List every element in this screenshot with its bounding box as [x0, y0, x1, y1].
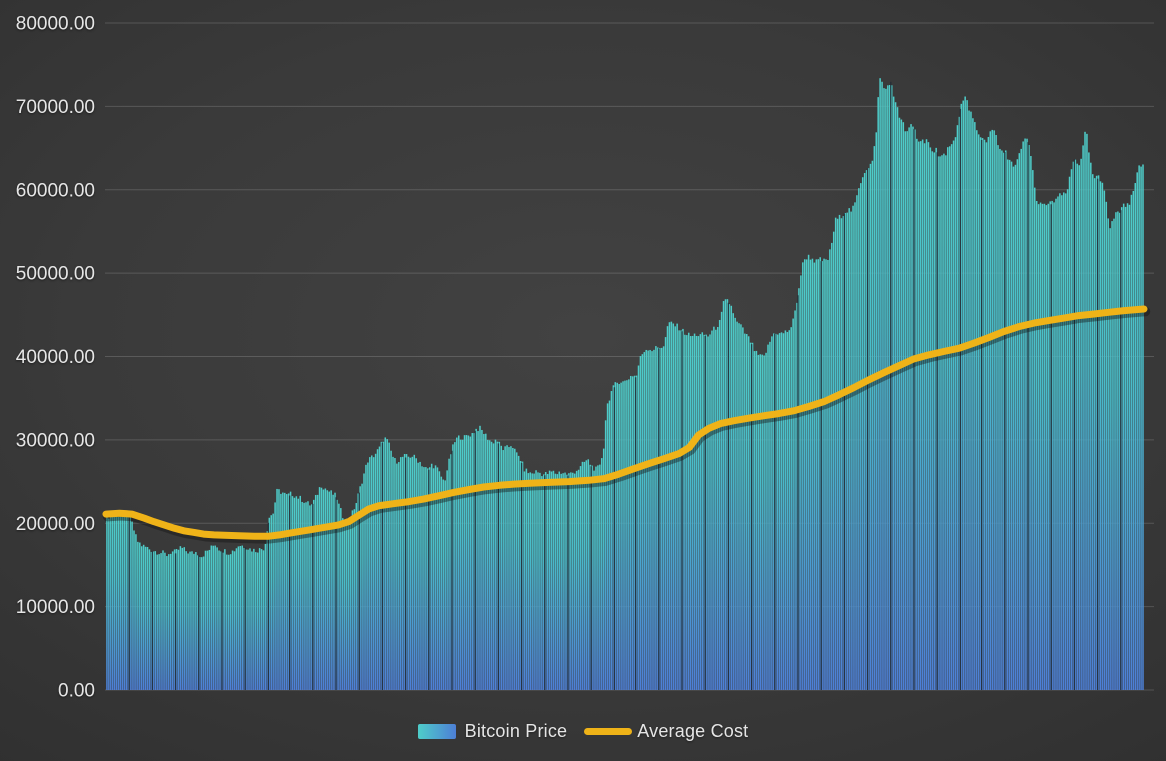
y-axis-tick-label: 80000.00: [16, 14, 95, 35]
bar-group-separators: [128, 81, 1122, 690]
legend: Bitcoin Price Average Cost: [0, 717, 1166, 745]
legend-label-bitcoin-price: Bitcoin Price: [464, 720, 568, 741]
y-axis-tick-label: 30000.00: [16, 430, 95, 451]
y-axis-tick-label: 10000.00: [16, 597, 95, 618]
y-axis-tick-label: 0.00: [58, 681, 95, 702]
y-axis-tick-label: 40000.00: [16, 347, 95, 368]
y-axis-tick-label: 60000.00: [16, 180, 95, 201]
bitcoin-price-bars: [106, 78, 1144, 691]
legend-swatch-average-cost: [584, 727, 633, 735]
y-axis-tick-label: 50000.00: [16, 264, 95, 285]
average-cost-line: [102, 305, 1148, 540]
y-axis-tick-label: 70000.00: [16, 97, 95, 118]
y-axis-tick-label: 20000.00: [16, 514, 95, 535]
legend-label-average-cost: Average Cost: [637, 720, 749, 741]
legend-swatch-bitcoin-price: [417, 723, 456, 739]
